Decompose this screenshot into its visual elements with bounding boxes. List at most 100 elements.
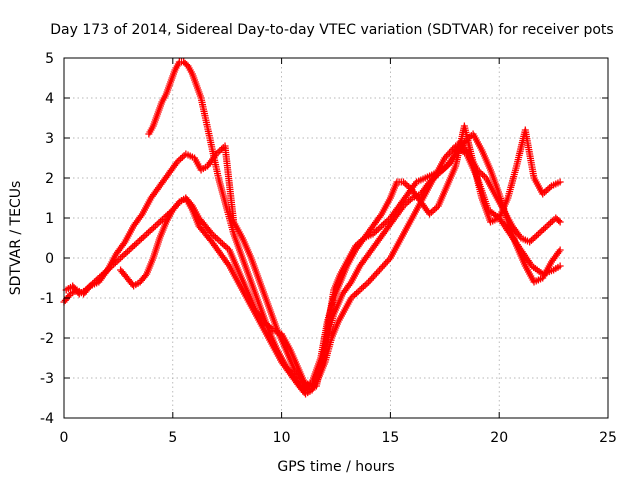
data-point (547, 219, 555, 227)
data-point (359, 283, 367, 291)
data-point (380, 261, 388, 269)
grid-lines (64, 58, 608, 418)
y-tick-label: 2 (45, 171, 54, 187)
data-point (124, 248, 132, 256)
data-point (429, 207, 437, 215)
data-point (131, 241, 139, 249)
data-point (543, 222, 551, 230)
data-point (556, 218, 564, 226)
y-tick-label: -1 (40, 291, 54, 307)
data-point (361, 281, 369, 289)
data-point (534, 230, 542, 238)
data-point (542, 187, 550, 195)
plot-frame (63, 57, 609, 419)
data-point (366, 276, 374, 284)
data-point (146, 227, 154, 235)
data-point (215, 236, 223, 244)
data-point (369, 273, 377, 281)
data-point (376, 266, 384, 274)
y-tick-label: -4 (40, 411, 54, 427)
data-point (556, 178, 564, 186)
data-point (139, 233, 147, 241)
data-point (556, 262, 564, 270)
data-point (177, 155, 185, 163)
data-point (533, 232, 541, 240)
y-axis-label: SDTVAR / TECUs (8, 181, 24, 296)
data-point (150, 224, 158, 232)
data-point (351, 291, 359, 299)
tick-labels: 0 5 10 15 20 25 -4 -3 -2 -1 0 1 2 3 4 5 (40, 51, 617, 446)
data-point (354, 288, 362, 296)
series-2 (60, 138, 564, 390)
data-point (125, 246, 133, 254)
data-point (376, 224, 384, 232)
data-point (132, 240, 140, 248)
y-tick-label: -2 (40, 331, 54, 347)
data-point (352, 289, 360, 297)
data-point (538, 227, 546, 235)
data-point (368, 275, 376, 283)
data-point (144, 228, 152, 236)
data-point (365, 278, 373, 286)
data-point (141, 272, 149, 280)
data-point (134, 238, 142, 246)
data-point (148, 225, 156, 233)
series-4 (117, 130, 564, 394)
y-tick-label: 5 (45, 51, 54, 67)
data-point (556, 246, 564, 254)
data-point (536, 228, 544, 236)
y-tick-label: 4 (45, 91, 54, 107)
data-point (222, 243, 230, 251)
x-tick-label: 10 (273, 430, 291, 446)
chart-title: Day 173 of 2014, Sidereal Day-to-day VTE… (50, 22, 613, 38)
data-point (479, 171, 487, 179)
data-point (211, 233, 219, 241)
data-point (371, 271, 379, 279)
y-tick-label: 3 (45, 131, 54, 147)
y-tick-label: -3 (40, 371, 54, 387)
data-point (541, 224, 549, 232)
data-point (141, 232, 149, 240)
data-point (363, 280, 371, 288)
data-point (220, 241, 228, 249)
data-point (118, 252, 126, 260)
data-point (555, 217, 563, 225)
y-tick-label: 1 (45, 211, 54, 227)
data-point (153, 220, 161, 228)
data-marks (60, 58, 564, 398)
data-point (383, 257, 391, 265)
data-point (217, 238, 225, 246)
data-point (155, 219, 163, 227)
data-point (527, 236, 535, 244)
x-tick-label: 20 (490, 430, 508, 446)
data-point (137, 235, 145, 243)
data-point (531, 233, 539, 241)
data-point (136, 236, 144, 244)
data-point (545, 220, 553, 228)
data-point (401, 180, 409, 188)
data-point (218, 240, 226, 248)
data-point (377, 264, 385, 272)
x-tick-label: 15 (381, 430, 399, 446)
data-point (544, 185, 552, 193)
data-point (129, 243, 137, 251)
y-tick-label: 0 (45, 251, 54, 267)
data-point (187, 200, 195, 208)
data-point (207, 228, 215, 236)
data-point (218, 145, 226, 153)
data-point (127, 244, 135, 252)
axis-ticks (63, 57, 609, 419)
data-point (379, 263, 387, 271)
x-tick-label: 0 (60, 430, 69, 446)
data-point (358, 284, 366, 292)
data-point (151, 222, 159, 230)
x-tick-label: 5 (168, 430, 177, 446)
data-point (540, 225, 548, 233)
data-point (372, 269, 380, 277)
data-point (374, 225, 382, 233)
data-point (382, 259, 390, 267)
data-point (213, 235, 221, 243)
data-point (120, 251, 128, 259)
data-point (374, 268, 382, 276)
